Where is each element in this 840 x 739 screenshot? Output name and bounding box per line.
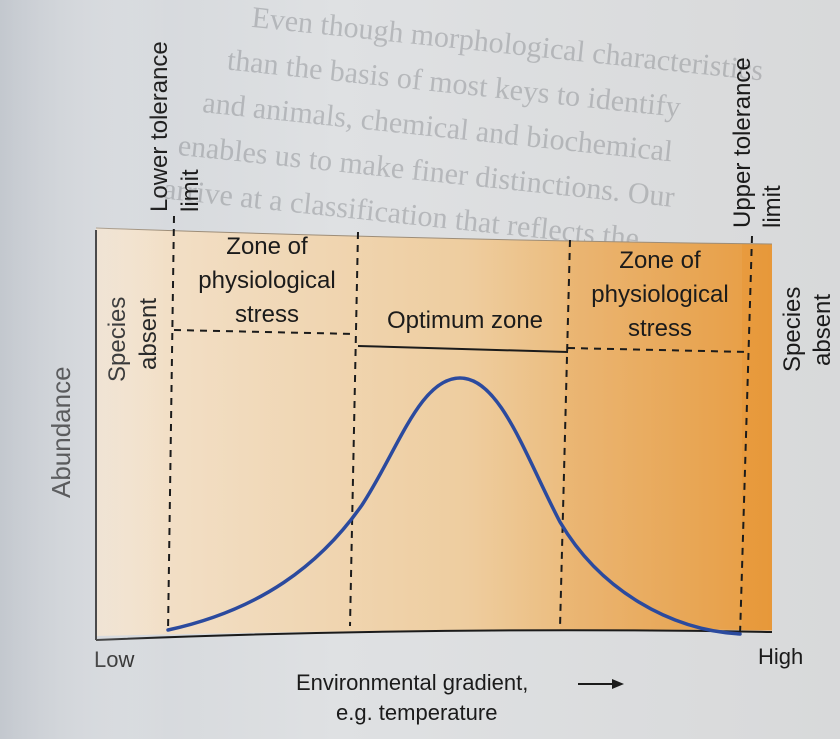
right-species-absent-line2: absent bbox=[809, 294, 836, 366]
stress-left-label-line3: stress bbox=[235, 301, 299, 328]
upper-tolerance-label-line2: limit bbox=[759, 185, 786, 228]
x-axis-high-label: High bbox=[758, 644, 803, 669]
x-axis-low-label: Low bbox=[94, 647, 134, 672]
x-axis-label-line1: Environmental gradient, bbox=[296, 670, 528, 695]
background-page-text: Even though morphological characteristic… bbox=[162, 1, 765, 255]
stress-left-label-line2: physiological bbox=[198, 267, 335, 294]
left-species-absent-line1: Species bbox=[104, 297, 131, 382]
lower-tolerance-label-line2: limit bbox=[177, 169, 204, 212]
stress-left-label-line1: Zone of bbox=[226, 233, 308, 260]
lower-tolerance-label-line1: Lower tolerance bbox=[146, 41, 173, 212]
optimum-zone-label: Optimum zone bbox=[387, 307, 543, 334]
high-end-band bbox=[742, 244, 772, 632]
stress-right-label-line3: stress bbox=[628, 315, 692, 342]
upper-tolerance-label-line1: Upper tolerance bbox=[729, 57, 756, 228]
right-species-absent-line1: Species bbox=[779, 287, 806, 372]
stress-right-label-line1: Zone of bbox=[619, 247, 701, 274]
right-arrow-icon bbox=[578, 679, 624, 689]
x-axis-label-line2: e.g. temperature bbox=[336, 700, 497, 725]
stress-right-label-line2: physiological bbox=[591, 281, 728, 308]
y-axis-label: Abundance bbox=[46, 366, 76, 498]
left-species-absent-line2: absent bbox=[135, 298, 162, 370]
